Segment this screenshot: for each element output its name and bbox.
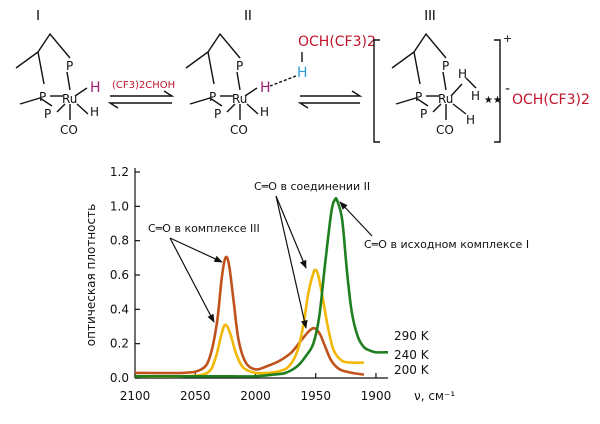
chart-axes: 0.0 0.2 0.4 0.6 0.8 1.0 1.2 2100 2050 2000 1950 190… bbox=[84, 165, 455, 403]
atom-p: P bbox=[44, 107, 51, 121]
label-complex-3: III bbox=[424, 9, 436, 24]
atom-ru: Ru bbox=[232, 92, 247, 106]
atom-p: P bbox=[415, 90, 422, 104]
atom-h: H bbox=[90, 105, 99, 119]
chart-annotations: C═O в комплексе III C═O в соединении II … bbox=[148, 180, 529, 329]
alkoxide-anion-label: OCH(CF3)2 bbox=[512, 92, 590, 108]
dihydrogen-bond bbox=[269, 75, 297, 87]
y-tick-label: 0.4 bbox=[110, 302, 129, 316]
y-axis-label: оптическая плотность bbox=[84, 204, 98, 346]
structure-complex-3 bbox=[373, 32, 501, 143]
series-line-200k bbox=[134, 255, 365, 376]
atom-ru: Ru bbox=[62, 92, 77, 106]
annotation-arrow bbox=[275, 195, 308, 329]
reagent-label: (CF3)2CHOH bbox=[112, 80, 175, 91]
atom-co: CO bbox=[436, 123, 454, 137]
dihydrogen-contact-stars: ★★ bbox=[484, 95, 502, 106]
y-tick-label: 1.0 bbox=[110, 199, 129, 213]
y-tick-label: 0.2 bbox=[110, 337, 129, 351]
atom-h: H bbox=[260, 105, 269, 119]
atom-co: CO bbox=[230, 123, 248, 137]
atom-h-hydride: H bbox=[90, 80, 101, 96]
x-tick-label: 1950 bbox=[300, 389, 331, 403]
structure-compound-2 bbox=[185, 32, 259, 120]
equilibrium-arrows-1 bbox=[107, 90, 175, 109]
atom-p: P bbox=[209, 90, 216, 104]
atom-p: P bbox=[236, 59, 243, 73]
atom-h: H bbox=[458, 67, 467, 81]
series-line-290k bbox=[134, 197, 389, 378]
annotation-complex-3: C═O в комплексе III bbox=[148, 222, 260, 235]
atom-p: P bbox=[420, 107, 427, 121]
annotation-compound-2: C═O в соединении II bbox=[254, 180, 370, 193]
x-tick-label: 2000 bbox=[240, 389, 271, 403]
alcohol-group-label: OCH(CF3)2 bbox=[298, 34, 376, 50]
series-line-240k bbox=[134, 268, 364, 378]
series-label: 200 K bbox=[394, 363, 430, 377]
atom-h-proton: H bbox=[297, 65, 308, 81]
anion-charge: - bbox=[505, 81, 510, 97]
label-complex-1: I bbox=[36, 9, 40, 24]
label-compound-2: II bbox=[244, 9, 252, 24]
ir-spectrum-chart: 0.0 0.2 0.4 0.6 0.8 1.0 1.2 2100 2050 2000 1950 190… bbox=[84, 165, 529, 403]
structure-complex-1 bbox=[15, 32, 89, 120]
y-tick-label: 0.0 bbox=[110, 371, 129, 385]
atom-p: P bbox=[39, 90, 46, 104]
x-tick-label: 2100 bbox=[120, 389, 151, 403]
series-label: 290 K bbox=[394, 329, 430, 343]
annotation-arrow bbox=[275, 195, 307, 269]
atom-h-hydride: H bbox=[260, 80, 271, 96]
atom-co: CO bbox=[60, 123, 78, 137]
atom-h: H bbox=[466, 113, 475, 127]
y-tick-label: 0.8 bbox=[110, 234, 129, 248]
atom-p: P bbox=[214, 107, 221, 121]
annotation-arrow bbox=[339, 201, 373, 237]
atom-p: P bbox=[442, 59, 449, 73]
annotation-arrow bbox=[169, 237, 215, 323]
x-tick-label: 2050 bbox=[180, 389, 211, 403]
y-tick-label: 0.6 bbox=[110, 268, 129, 282]
equilibrium-arrows-2 bbox=[297, 90, 363, 109]
x-tick-label: 1900 bbox=[361, 389, 392, 403]
x-axis-label: ν, см⁻¹ bbox=[414, 389, 455, 403]
reaction-scheme: I II III P P Ru P H CO H (CF3 bbox=[15, 9, 590, 143]
atom-p: P bbox=[66, 59, 73, 73]
atom-h: H bbox=[471, 89, 480, 103]
atom-ru: Ru bbox=[438, 92, 453, 106]
cation-charge: + bbox=[503, 32, 512, 45]
y-tick-label: 1.2 bbox=[110, 165, 129, 179]
series-label: 240 K bbox=[394, 348, 430, 362]
annotation-arrow bbox=[169, 237, 223, 263]
annotation-complex-1: C═O в исходном комплексе I bbox=[364, 238, 529, 251]
